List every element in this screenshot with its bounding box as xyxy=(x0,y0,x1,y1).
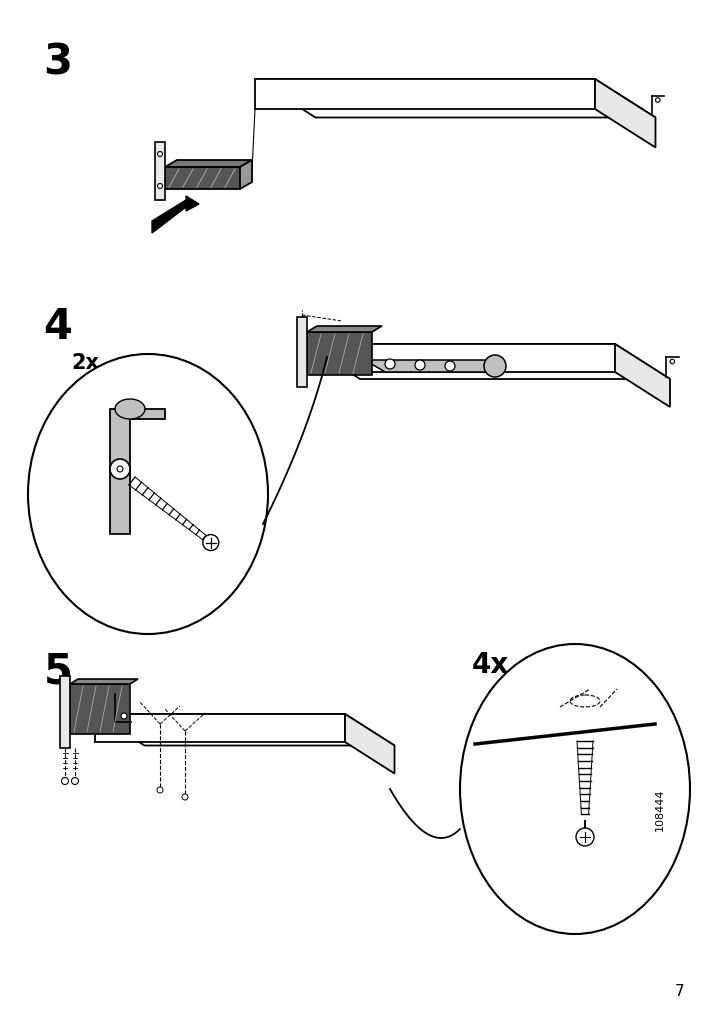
Polygon shape xyxy=(70,679,138,684)
Polygon shape xyxy=(165,168,240,190)
Polygon shape xyxy=(95,715,395,746)
Ellipse shape xyxy=(570,696,600,708)
Text: 4: 4 xyxy=(44,305,72,348)
Polygon shape xyxy=(155,143,165,201)
Circle shape xyxy=(203,535,218,551)
Polygon shape xyxy=(255,80,655,118)
Ellipse shape xyxy=(28,355,268,634)
Polygon shape xyxy=(345,715,395,773)
Text: 4x: 4x xyxy=(471,650,508,678)
Circle shape xyxy=(576,828,594,846)
Polygon shape xyxy=(186,197,199,211)
Text: 108444: 108444 xyxy=(655,788,665,830)
Circle shape xyxy=(655,99,660,103)
Circle shape xyxy=(110,460,130,479)
Text: 7: 7 xyxy=(675,984,685,999)
Ellipse shape xyxy=(484,356,506,378)
Polygon shape xyxy=(110,409,165,535)
Text: 5: 5 xyxy=(44,650,72,693)
Circle shape xyxy=(61,777,69,785)
Polygon shape xyxy=(95,715,345,742)
Text: 3: 3 xyxy=(44,41,73,83)
Circle shape xyxy=(445,362,455,372)
Circle shape xyxy=(157,788,163,794)
Polygon shape xyxy=(365,361,505,373)
Polygon shape xyxy=(152,201,186,234)
Circle shape xyxy=(117,466,123,472)
Circle shape xyxy=(670,360,675,364)
Polygon shape xyxy=(297,317,307,387)
Polygon shape xyxy=(70,684,130,734)
Polygon shape xyxy=(615,345,670,407)
Polygon shape xyxy=(307,327,382,333)
Circle shape xyxy=(182,795,188,801)
Circle shape xyxy=(158,184,163,189)
Polygon shape xyxy=(240,161,252,190)
Polygon shape xyxy=(595,80,655,149)
Polygon shape xyxy=(165,161,252,168)
Polygon shape xyxy=(255,80,595,110)
Circle shape xyxy=(158,153,163,158)
Text: 2x: 2x xyxy=(71,353,99,373)
Polygon shape xyxy=(307,333,372,376)
Circle shape xyxy=(415,361,425,371)
Circle shape xyxy=(71,777,79,785)
Polygon shape xyxy=(305,345,670,379)
Polygon shape xyxy=(305,345,615,373)
Ellipse shape xyxy=(460,644,690,934)
Polygon shape xyxy=(60,676,70,748)
Ellipse shape xyxy=(115,399,145,420)
Circle shape xyxy=(121,714,127,719)
Circle shape xyxy=(385,360,395,370)
